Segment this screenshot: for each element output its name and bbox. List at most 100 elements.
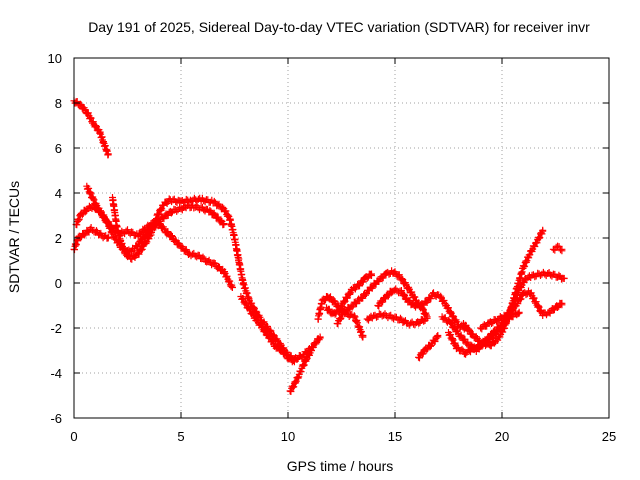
x-axis-title: GPS time / hours	[287, 458, 394, 474]
data-point	[227, 282, 235, 290]
data-point	[92, 122, 100, 130]
data-point	[206, 206, 214, 214]
data-point	[220, 221, 228, 228]
data-point	[560, 275, 568, 282]
data-series	[237, 293, 298, 366]
data-point	[168, 232, 175, 240]
data-series	[323, 270, 375, 318]
y-tick-label: -6	[50, 411, 62, 426]
data-point	[252, 307, 260, 315]
y-tick-label: 8	[55, 96, 62, 111]
data-point	[534, 302, 542, 310]
y-tick-label: 4	[55, 186, 62, 201]
data-point	[416, 354, 423, 362]
data-point	[342, 308, 350, 316]
data-point	[532, 298, 540, 306]
data-point	[261, 326, 269, 334]
data-point	[522, 291, 530, 299]
data-point	[449, 324, 457, 332]
data-point	[336, 315, 344, 323]
data-point	[272, 336, 280, 344]
data-point	[142, 240, 150, 247]
data-point	[157, 207, 165, 214]
data-point	[400, 280, 408, 288]
data-point	[533, 239, 541, 247]
data-point	[514, 300, 522, 308]
data-point	[248, 310, 256, 318]
x-tick-label: 5	[177, 429, 184, 444]
data-point	[173, 207, 181, 215]
data-point	[398, 275, 406, 283]
data-point	[312, 340, 320, 348]
data-point	[104, 219, 112, 227]
data-point	[422, 311, 430, 319]
data-point	[499, 328, 507, 336]
data-point	[89, 118, 97, 126]
data-point	[356, 282, 363, 290]
data-point	[290, 358, 298, 366]
data-point	[423, 346, 431, 354]
data-series	[549, 242, 566, 255]
y-tick-label: -2	[50, 321, 62, 336]
data-points	[70, 97, 568, 395]
data-series	[374, 285, 470, 333]
data-point	[246, 305, 253, 313]
data-point	[303, 355, 311, 363]
data-point	[346, 290, 354, 298]
data-point	[248, 299, 256, 307]
x-tick-label: 0	[70, 429, 77, 444]
data-point	[228, 284, 236, 291]
data-point	[89, 195, 97, 203]
data-point	[404, 285, 412, 292]
data-point	[287, 388, 295, 395]
data-point	[434, 333, 442, 341]
x-tick-label: 20	[495, 429, 509, 444]
y-tick-label: 0	[55, 276, 62, 291]
data-point	[506, 310, 513, 318]
data-point	[87, 114, 95, 122]
data-point	[531, 243, 539, 250]
data-point	[350, 312, 358, 320]
data-point	[419, 350, 427, 358]
data-point	[362, 291, 369, 299]
data-point	[199, 253, 207, 261]
data-point	[337, 315, 345, 322]
data-point	[167, 209, 175, 217]
grid-lines	[74, 58, 609, 418]
data-point	[297, 368, 305, 376]
data-point	[308, 347, 315, 354]
data-point	[158, 205, 166, 213]
data-point	[464, 338, 472, 346]
data-point	[100, 213, 108, 221]
data-point	[395, 271, 403, 279]
x-tick-label: 10	[281, 429, 295, 444]
data-point	[465, 325, 473, 333]
data-point	[558, 245, 566, 253]
data-point	[539, 227, 547, 235]
data-point	[508, 305, 516, 313]
data-point	[125, 251, 133, 259]
data-point	[447, 308, 455, 316]
data-point	[419, 301, 427, 309]
axis-ticks: 0 5 10 15 20 25 -6 -4 -2 0 2 4 6 8 10	[48, 51, 617, 444]
data-point	[449, 312, 457, 320]
data-series	[363, 310, 429, 329]
data-point	[411, 293, 419, 301]
data-point	[108, 229, 116, 237]
data-point	[462, 321, 470, 329]
data-point	[454, 327, 461, 335]
data-point	[292, 379, 300, 387]
data-point	[359, 333, 367, 341]
data-point	[338, 303, 346, 311]
data-point	[211, 260, 219, 267]
data-point	[535, 234, 543, 242]
data-point	[278, 346, 286, 354]
data-point	[458, 345, 466, 353]
data-point	[379, 274, 387, 282]
data-point	[522, 258, 530, 266]
y-axis-title: SDTVAR / TECUs	[6, 181, 22, 293]
data-point	[331, 310, 339, 318]
data-point	[517, 295, 525, 303]
data-point	[220, 269, 228, 277]
data-point	[400, 290, 408, 298]
